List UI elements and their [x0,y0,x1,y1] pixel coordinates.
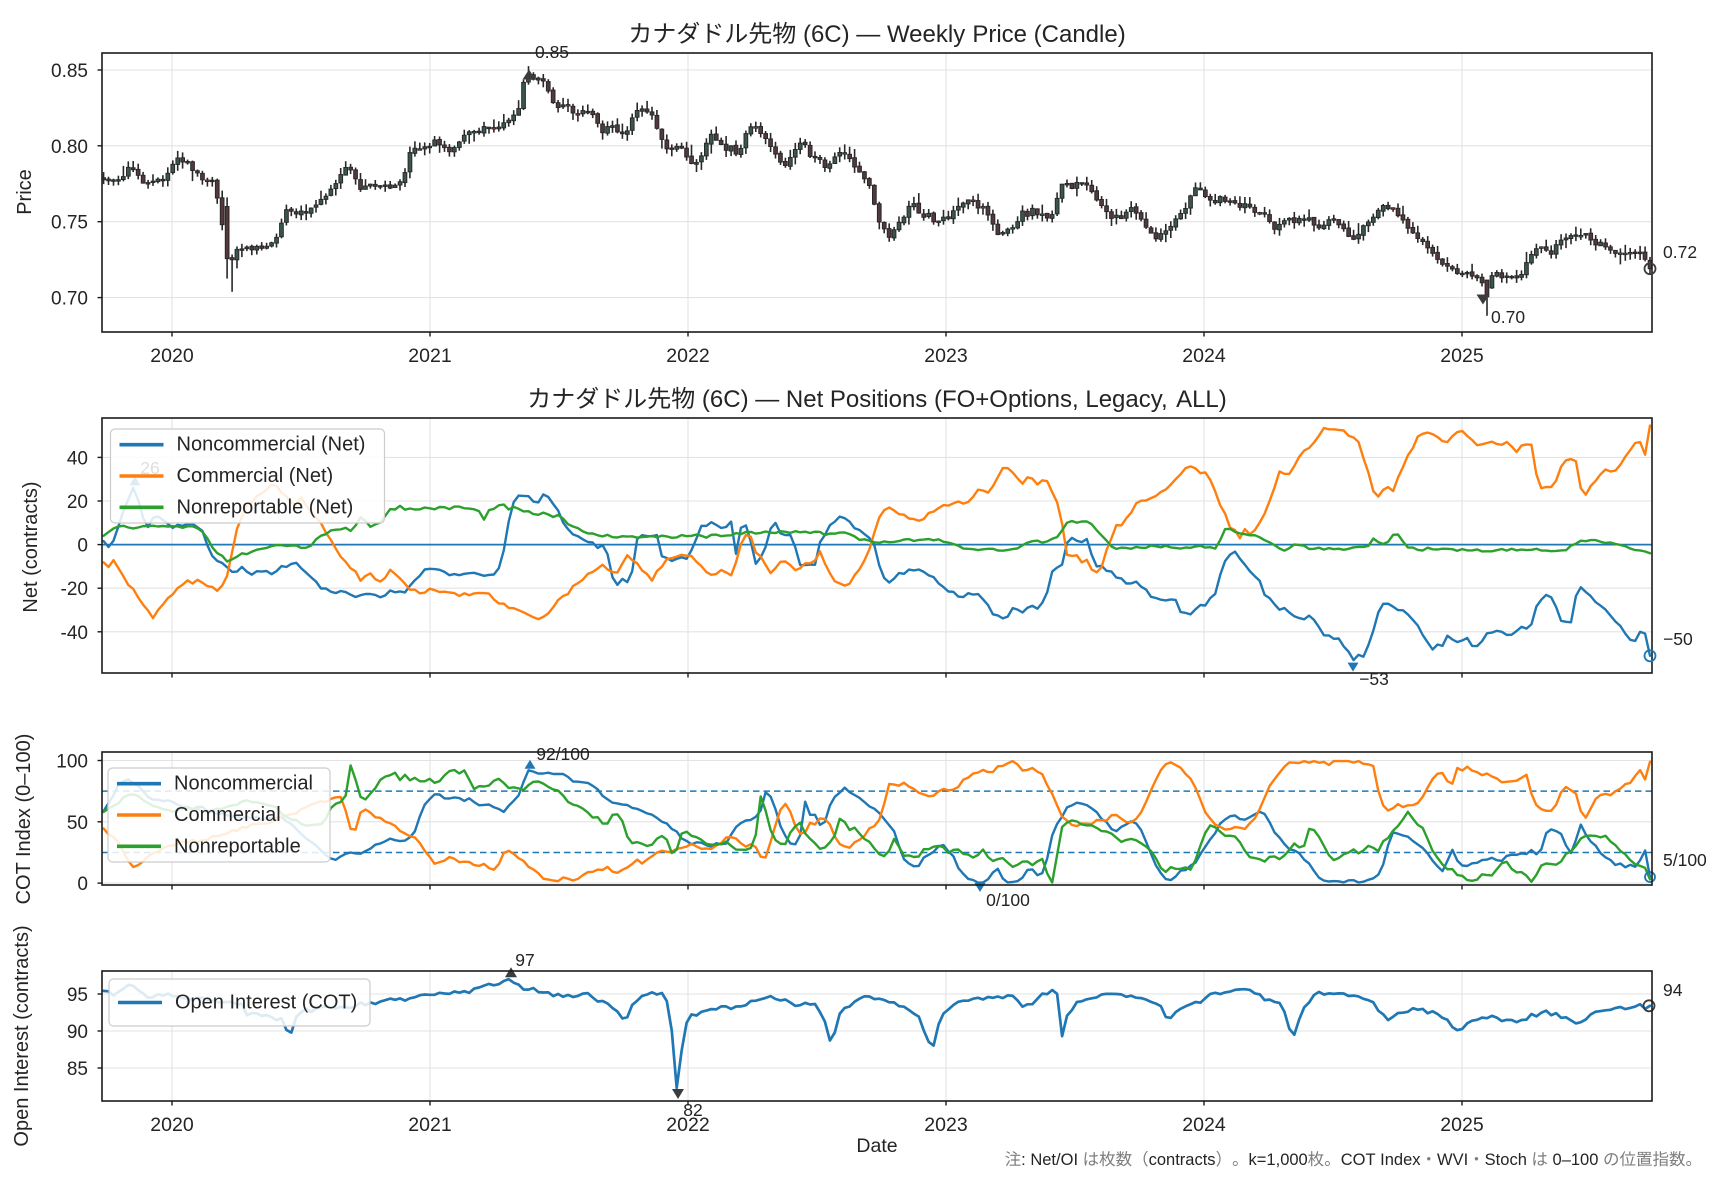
svg-text:-20: -20 [61,579,88,600]
svg-text:2025: 2025 [1440,1114,1484,1136]
svg-text:20: 20 [67,492,88,513]
svg-text::: : [1021,1151,1026,1169]
svg-text:2025: 2025 [1440,345,1484,367]
svg-text:—: — [856,21,880,48]
svg-text:Stoch: Stoch [1485,1151,1527,1169]
svg-text:2021: 2021 [408,345,451,367]
svg-text:Commercial: Commercial [174,804,281,826]
svg-text:Legacy,: Legacy, [1085,386,1167,413]
svg-text:94: 94 [1663,980,1683,1000]
svg-text:0.70: 0.70 [51,289,88,310]
svg-text:Price: Price [972,21,1027,48]
svg-text:0: 0 [77,874,88,895]
svg-text:2023: 2023 [924,1114,967,1136]
svg-text:0/100: 0/100 [986,890,1030,910]
svg-text:95: 95 [67,985,88,1006]
svg-text:Price: Price [14,169,36,215]
svg-text:0.85: 0.85 [535,42,569,62]
svg-text:-40: -40 [61,623,88,644]
svg-text:contracts: contracts [1149,1151,1216,1169]
svg-text:0.75: 0.75 [51,213,88,234]
svg-text:(6C): (6C) [702,386,749,413]
svg-text:Noncommercial: Noncommercial [174,773,313,795]
svg-text:0.72: 0.72 [1663,242,1697,262]
svg-text:2023: 2023 [924,345,967,367]
svg-text:100: 100 [56,752,88,773]
svg-text:−53: −53 [1359,669,1389,689]
svg-text:92/100: 92/100 [536,744,590,764]
svg-text:90: 90 [67,1022,88,1043]
svg-text:WVI: WVI [1437,1151,1468,1169]
svg-text:2024: 2024 [1182,345,1226,367]
svg-text:Nonreportable: Nonreportable [174,835,301,857]
svg-text:(6C): (6C) [803,21,850,48]
svg-text:Commercial (Net): Commercial (Net) [177,465,334,487]
svg-text:(Candle): (Candle) [1034,21,1126,48]
svg-text:85: 85 [67,1059,88,1080]
svg-text:97: 97 [515,950,534,970]
svg-text:ALL): ALL) [1176,386,1227,413]
svg-text:0–100: 0–100 [1553,1151,1599,1169]
svg-text:Open Interest (COT): Open Interest (COT) [175,992,357,1014]
svg-text:2022: 2022 [666,345,709,367]
svg-text:2022: 2022 [666,1114,709,1136]
svg-text:COT Index (0–100): COT Index (0–100) [13,734,35,905]
svg-text:5/100: 5/100 [1663,850,1707,870]
svg-text:—: — [755,386,779,413]
svg-text:−50: −50 [1663,629,1693,649]
svg-text:2020: 2020 [150,345,194,367]
svg-text:0: 0 [77,536,88,557]
svg-text:2021: 2021 [408,1114,451,1136]
svg-text:Net: Net [786,386,824,413]
svg-text:2020: 2020 [150,1114,194,1136]
svg-text:Nonreportable (Net): Nonreportable (Net) [177,496,354,518]
svg-text:Net (contracts): Net (contracts) [20,481,42,612]
svg-text:50: 50 [67,813,88,834]
svg-text:Noncommercial (Net): Noncommercial (Net) [177,434,366,456]
svg-text:40: 40 [67,448,88,469]
svg-text:Net/OI: Net/OI [1030,1151,1078,1169]
svg-text:Open Interest (contracts): Open Interest (contracts) [11,925,33,1146]
svg-text:Index: Index [1380,1151,1421,1169]
svg-text:2024: 2024 [1182,1114,1226,1136]
svg-text:0.70: 0.70 [1491,307,1525,327]
svg-text:(FO+Options,: (FO+Options, [934,386,1079,413]
svg-text:k=1,000: k=1,000 [1249,1151,1308,1169]
svg-text:Date: Date [856,1135,897,1157]
svg-text:Positions: Positions [830,386,927,413]
svg-text:Weekly: Weekly [887,21,965,48]
svg-text:0.85: 0.85 [51,61,88,82]
svg-text:0.80: 0.80 [51,137,88,158]
svg-text:COT: COT [1341,1151,1376,1169]
